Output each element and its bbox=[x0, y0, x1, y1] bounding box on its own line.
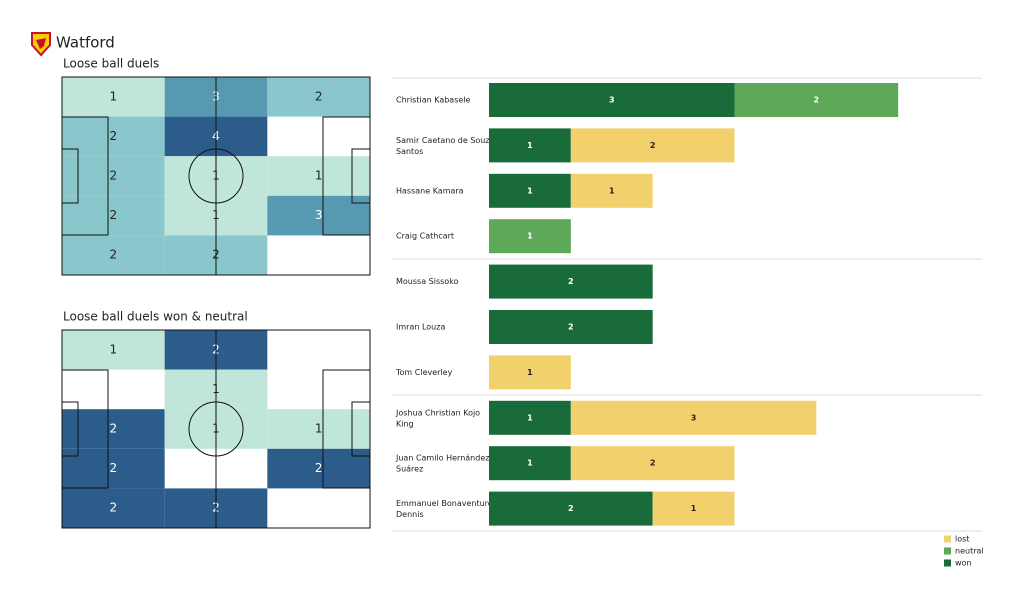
heat-cell bbox=[267, 409, 370, 449]
bar-segment bbox=[489, 400, 571, 435]
cell-label: 2 bbox=[110, 501, 118, 515]
cell-label: 2 bbox=[110, 129, 118, 143]
cell-label: 2 bbox=[110, 208, 118, 222]
bar-value-label: 3 bbox=[609, 96, 615, 105]
bar-segment bbox=[570, 128, 735, 163]
cell-label: 2 bbox=[110, 248, 118, 262]
cell-label: 1 bbox=[110, 89, 118, 103]
bar-segment bbox=[570, 400, 817, 435]
centre-circle bbox=[188, 401, 244, 457]
bar-value-label: 1 bbox=[527, 232, 533, 241]
heat-cell bbox=[62, 330, 165, 370]
bar-segment bbox=[489, 446, 571, 481]
bar-value-label: 2 bbox=[650, 141, 656, 150]
bar-segment bbox=[489, 310, 653, 344]
goal-box bbox=[351, 148, 371, 204]
cell-label: 2 bbox=[110, 422, 118, 436]
player-name: Juan Camilo Hernández Suárez bbox=[395, 453, 489, 473]
goal-box bbox=[61, 401, 79, 457]
cell-label: 1 bbox=[315, 169, 323, 183]
heat-cell bbox=[62, 488, 165, 528]
bar-value-label: 2 bbox=[814, 96, 820, 105]
heat-cell bbox=[267, 195, 370, 236]
goal-box bbox=[61, 148, 79, 204]
heat-cell bbox=[62, 116, 165, 157]
heat-cell bbox=[267, 77, 370, 117]
goal-box bbox=[351, 401, 371, 457]
heat-cell bbox=[62, 77, 165, 117]
cell-label: 3 bbox=[315, 208, 323, 222]
heat-cell bbox=[62, 235, 165, 275]
cell-label: 2 bbox=[315, 89, 323, 103]
team-name: Watford bbox=[56, 34, 115, 52]
legend-label: neutral bbox=[955, 547, 984, 556]
cell-label: 2 bbox=[110, 169, 118, 183]
heat-cell bbox=[62, 156, 165, 196]
cell-label: 2 bbox=[110, 461, 118, 475]
cell-label: 1 bbox=[110, 342, 118, 356]
legend-swatch bbox=[944, 535, 951, 543]
bar-segment bbox=[489, 219, 571, 254]
pitch-lines bbox=[61, 329, 371, 529]
heat-cell bbox=[62, 448, 165, 489]
chart-title: Loose ball duels won & neutral bbox=[63, 310, 248, 324]
bar-value-label: 1 bbox=[609, 186, 615, 195]
heat-cell bbox=[62, 409, 165, 449]
bar-value-label: 3 bbox=[691, 413, 697, 422]
bar-value-label: 2 bbox=[568, 504, 574, 513]
heat-cell bbox=[267, 156, 370, 196]
bar-segment bbox=[489, 173, 571, 208]
centre-circle bbox=[188, 148, 244, 204]
bar-segment bbox=[734, 83, 899, 117]
bar-value-label: 1 bbox=[527, 459, 533, 468]
bar-segment bbox=[652, 491, 735, 526]
bar-value-label: 1 bbox=[527, 368, 533, 377]
bar-segment bbox=[489, 128, 571, 163]
legend-label: won bbox=[955, 559, 972, 568]
team-logo bbox=[31, 32, 51, 57]
player-name: Tom Cleverley bbox=[395, 368, 453, 377]
bar-segment bbox=[489, 355, 571, 390]
heat-cell bbox=[62, 195, 165, 236]
bar-segment bbox=[570, 173, 653, 208]
player-name: Samir Caetano de Souza Santos bbox=[396, 135, 495, 155]
bar-value-label: 2 bbox=[568, 277, 574, 286]
bar-segment bbox=[570, 446, 735, 481]
player-name: Hassane Kamara bbox=[396, 186, 464, 195]
player-name: Moussa Sissoko bbox=[396, 277, 459, 286]
bar-segment bbox=[489, 83, 735, 117]
player-name: Christian Kabasele bbox=[396, 96, 471, 105]
legend-swatch bbox=[944, 547, 951, 555]
bar-value-label: 2 bbox=[568, 323, 574, 332]
cell-label: 2 bbox=[315, 461, 323, 475]
bar-value-label: 1 bbox=[691, 504, 697, 513]
heat-cell bbox=[267, 448, 370, 489]
bar-value-label: 1 bbox=[527, 413, 533, 422]
player-name: Imran Louza bbox=[396, 323, 445, 332]
legend-swatch bbox=[944, 559, 951, 567]
chart-title: Loose ball duels bbox=[63, 57, 159, 71]
bar-segment bbox=[489, 491, 653, 526]
player-name: Emmanuel Bonaventure Dennis bbox=[396, 499, 493, 519]
bar-value-label: 2 bbox=[650, 459, 656, 468]
bar-value-label: 1 bbox=[527, 141, 533, 150]
player-name: Craig Cathcart bbox=[396, 232, 454, 241]
pitch-lines bbox=[61, 76, 371, 276]
bar-segment bbox=[489, 264, 653, 299]
bar-value-label: 1 bbox=[527, 186, 533, 195]
cell-label: 1 bbox=[315, 422, 323, 436]
legend-label: lost bbox=[955, 535, 969, 544]
player-name: Joshua Christian Kojo King bbox=[395, 408, 480, 428]
